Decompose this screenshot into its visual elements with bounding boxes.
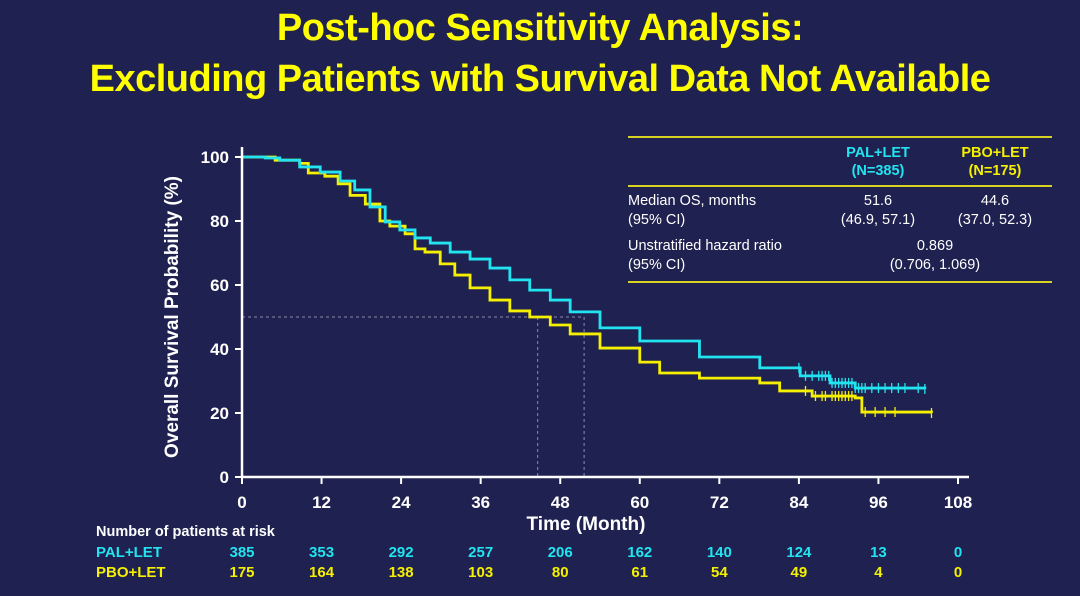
stats-table: PAL+LET (N=385) PBO+LET (N=175) Median O… bbox=[628, 136, 1052, 283]
hazard-ratio-row: Unstratified hazard ratio (95% CI) 0.869… bbox=[628, 230, 1052, 281]
header-pbo-let: PBO+LET (N=175) bbox=[938, 144, 1052, 180]
median-os-label: Median OS, months bbox=[628, 193, 757, 209]
y-tick-label: 20 bbox=[210, 404, 229, 423]
header-n-pal-let: (N=385) bbox=[851, 163, 905, 179]
risk-value-pal-let: 124 bbox=[786, 544, 812, 561]
chart-title-line-2: Excluding Patients with Survival Data No… bbox=[89, 58, 991, 100]
risk-value-pbo-let: 138 bbox=[388, 564, 414, 581]
hazard-ratio-ci: (0.706, 1.069) bbox=[889, 257, 981, 273]
risk-value-pal-let: 385 bbox=[229, 544, 255, 561]
hazard-ratio-label: Unstratified hazard ratio bbox=[628, 238, 782, 254]
risk-value-pal-let: 13 bbox=[870, 544, 887, 561]
median-os-ci-pbo-let: (37.0, 52.3) bbox=[957, 212, 1033, 228]
risk-value-pal-let: 292 bbox=[388, 544, 414, 561]
risk-value-pbo-let: 49 bbox=[790, 564, 808, 581]
risk-row-label-pbo-let: PBO+LET bbox=[96, 564, 166, 581]
x-tick-label: 108 bbox=[944, 493, 972, 512]
median-os-row: Median OS, months (95% CI) 51.6 (46.9, 5… bbox=[628, 187, 1052, 230]
x-axis-title: Time (Month) bbox=[527, 514, 646, 535]
risk-value-pbo-let: 103 bbox=[468, 564, 494, 581]
header-arm-pal-let: PAL+LET bbox=[846, 145, 910, 161]
median-os-ci-pal-let: (46.9, 57.1) bbox=[840, 212, 916, 228]
y-axis-title: Overall Survival Probability (%) bbox=[162, 176, 183, 458]
table-rule-bottom bbox=[628, 281, 1052, 283]
y-tick-label: 100 bbox=[201, 148, 229, 167]
median-os-sublabel: (95% CI) bbox=[628, 212, 686, 228]
median-os-pbo-let: 44.6 bbox=[980, 193, 1010, 209]
table-rule-top bbox=[628, 136, 1052, 138]
risk-value-pbo-let: 54 bbox=[710, 564, 728, 581]
risk-value-pbo-let: 0 bbox=[953, 564, 963, 581]
risk-table-title: Number of patients at risk bbox=[96, 524, 275, 540]
risk-value-pbo-let: 4 bbox=[874, 564, 883, 581]
y-tick-label: 60 bbox=[210, 276, 229, 295]
risk-value-pal-let: 257 bbox=[468, 544, 494, 561]
x-tick-label: 24 bbox=[392, 493, 411, 512]
survival-curves bbox=[242, 155, 933, 418]
header-arm-pbo-let: PBO+LET bbox=[961, 145, 1029, 161]
table-rule-mid bbox=[628, 185, 1052, 187]
median-reference-lines bbox=[242, 316, 585, 477]
median-os-pal-let: 51.6 bbox=[863, 193, 893, 209]
risk-value-pbo-let: 164 bbox=[309, 564, 335, 581]
risk-value-pbo-let: 61 bbox=[631, 564, 649, 581]
risk-value-pal-let: 140 bbox=[706, 544, 732, 561]
header-n-pbo-let: (N=175) bbox=[968, 163, 1022, 179]
risk-row-label-pal-let: PAL+LET bbox=[96, 544, 162, 561]
x-tick-label: 48 bbox=[551, 493, 570, 512]
x-tick-label: 96 bbox=[869, 493, 888, 512]
y-tick-label: 40 bbox=[210, 340, 229, 359]
y-tick-label: 80 bbox=[210, 212, 229, 231]
hazard-ratio-sublabel: (95% CI) bbox=[628, 257, 686, 273]
risk-value-pbo-let: 175 bbox=[229, 564, 255, 581]
x-tick-label: 12 bbox=[312, 493, 331, 512]
risk-value-pbo-let: 80 bbox=[551, 564, 569, 581]
header-pal-let: PAL+LET (N=385) bbox=[818, 144, 938, 180]
survival-curve-pal-let bbox=[242, 155, 927, 390]
x-tick-label: 60 bbox=[630, 493, 649, 512]
hazard-ratio-value: 0.869 bbox=[916, 238, 954, 254]
risk-value-pal-let: 353 bbox=[309, 544, 335, 561]
survival-curve-pbo-let bbox=[242, 155, 933, 414]
risk-value-pal-let: 162 bbox=[627, 544, 653, 561]
x-tick-label: 0 bbox=[237, 493, 246, 512]
y-tick-label: 0 bbox=[220, 468, 229, 487]
chart-title-line-1: Post-hoc Sensitivity Analysis: bbox=[276, 7, 804, 49]
x-tick-label: 72 bbox=[710, 493, 729, 512]
stats-header-row: PAL+LET (N=385) PBO+LET (N=175) bbox=[628, 138, 1052, 185]
risk-value-pal-let: 206 bbox=[547, 544, 573, 561]
risk-value-pal-let: 0 bbox=[953, 544, 963, 561]
axes: 0 12 24 36 48 60 72 84 96 108 0 20 40 60 80 100 bbox=[201, 147, 972, 512]
x-tick-label: 36 bbox=[471, 493, 490, 512]
x-tick-label: 84 bbox=[789, 493, 808, 512]
